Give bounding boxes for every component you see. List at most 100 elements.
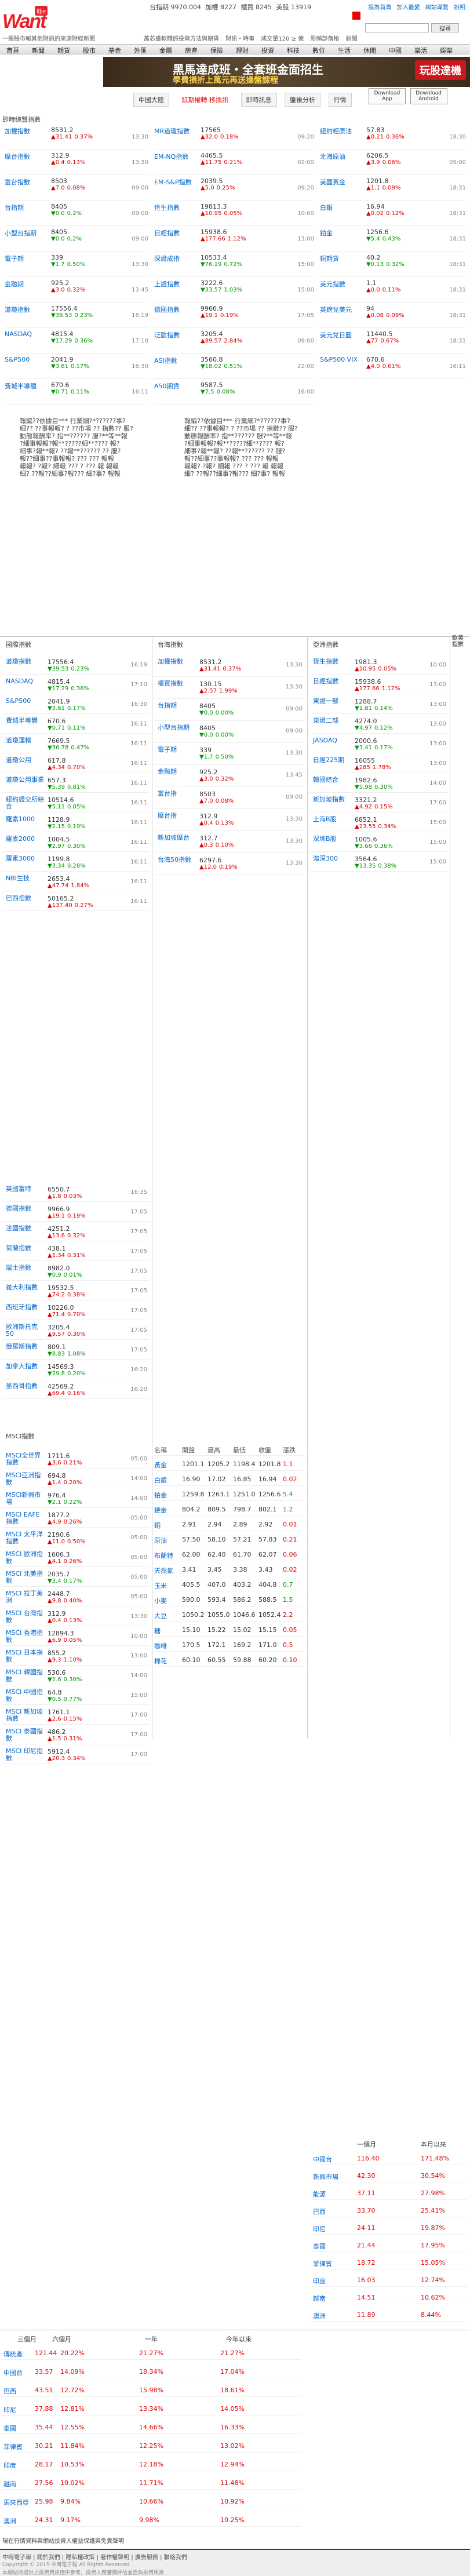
nav-item[interactable]: 新聞 [32, 47, 45, 54]
quote-name[interactable]: 費城半導體 [5, 382, 37, 390]
index-name[interactable]: 紐約證交所綜合 [6, 796, 44, 810]
ticker-item[interactable]: 加權 8227 [205, 3, 236, 11]
panel-tab[interactable]: 即時訊息 [241, 93, 277, 107]
quote-row[interactable]: 銅期貨 40.2 ▼0.13 0.32% 18:31 [320, 252, 466, 277]
index-row[interactable]: 東證二部 4274.0 ▼4.97 0.12% 13:00 [309, 714, 449, 734]
quote-name[interactable]: S&P500 [5, 356, 30, 363]
rank-cell[interactable]: 傳統產 [3, 2351, 23, 2358]
index-name[interactable]: 道瓊公用 [6, 756, 31, 764]
quote-row[interactable]: 白銀 16.94 ▲0.02 0.12% 18:31 [320, 201, 466, 226]
quote-row[interactable]: 紐約輕原油 57.83 ▲0.21 0.36% 18:30 [320, 124, 466, 150]
promo-banner[interactable]: 黑馬達成班・全套班金面招生 學費損折上萬元再送操盤課程 玩股達機 [103, 57, 470, 87]
nav-item[interactable]: 期貨 [57, 47, 70, 54]
index-name[interactable]: MSCI 韓國指數 [6, 1668, 43, 1683]
quote-name[interactable]: EM-NQ指數 [154, 153, 189, 161]
sub-link[interactable]: 萬芯盛軟體的投資方法與期貨 [144, 36, 219, 42]
rank-row[interactable]: 能源 37.11 27.98% [311, 2187, 467, 2200]
index-row[interactable]: 富台指 8503 ▲7.0 0.08% 09:00 [154, 787, 305, 809]
quote-name[interactable]: MR道瓊指數 [154, 127, 190, 135]
rate-row[interactable]: 黃金 1201.1 1205.2 1198.4 1201.8 1.1 [154, 1458, 305, 1471]
quote-row[interactable]: 泛歐指數 3205.4 ▲89.57 2.84% 09:00 [154, 328, 314, 354]
rank-row[interactable]: 越南 27.56 10.02% 11.71% 11.48% [0, 2477, 301, 2490]
index-row[interactable]: 道瓊公用 617.8 ▲4.34 0.70% 16:11 [2, 753, 150, 773]
index-name[interactable]: 法國指數 [6, 1225, 31, 1232]
index-row[interactable]: 滬深300 3564.6 ▼13.35 0.38% 15:00 [309, 852, 449, 872]
index-name[interactable]: MSCI 中國指數 [6, 1688, 43, 1703]
rate-row[interactable]: 糖 15.10 15.22 15.02 15.15 0.05 [154, 1624, 305, 1637]
nav-item[interactable]: 房產 [185, 47, 198, 54]
quote-name[interactable]: 電子期 [5, 255, 24, 263]
index-row[interactable]: MSCI EAFE指數 1877.2 ▲4.9 0.26% 05:00 [2, 1508, 150, 1528]
rate-cell[interactable]: 白銀 [154, 1477, 167, 1484]
rank-row[interactable]: 新興市場 42.30 30.54% [311, 2170, 467, 2183]
index-name[interactable]: 恆生指數 [313, 658, 338, 665]
index-name[interactable]: MSCI 日本指數 [6, 1649, 43, 1663]
index-name[interactable]: 金融期 [158, 768, 177, 775]
rank-row[interactable]: 泰國 35.44 12.55% 14.66% 16.33% [0, 2421, 301, 2434]
rank-cell[interactable]: 菲律賓 [313, 2260, 332, 2268]
sub-link[interactable]: 新聞 [345, 36, 358, 42]
index-name[interactable]: MSCI 泰國指數 [6, 1728, 43, 1742]
top-link[interactable]: 說明 [454, 5, 465, 11]
rank-row[interactable]: 巴西 33.70 25.41% [311, 2205, 467, 2217]
index-row[interactable]: MSCI 中國指數 64.8 ▼0.5 0.77% 15:00 [2, 1685, 150, 1705]
index-row[interactable]: NASDAQ 4815.4 ▼17.29 0.36% 17:10 [2, 675, 150, 694]
index-row[interactable]: 櫃買指數 130.15 ▲2.57 1.99% 13:30 [154, 677, 305, 699]
index-name[interactable]: 歐洲斯托克50 [6, 1323, 38, 1338]
quote-name[interactable]: 德國指數 [154, 306, 180, 314]
quote-row[interactable]: NASDAQ 4815.4 ▼17.29 0.36% 17:10 [5, 328, 148, 354]
rank-cell[interactable]: 巴西 [3, 2388, 16, 2395]
index-name[interactable]: 新加坡指數 [313, 796, 345, 803]
index-row[interactable]: MSCI 韓國指數 530.6 ▼1.6 0.30% 14:00 [2, 1666, 150, 1685]
nav-item[interactable]: 數位 [312, 47, 325, 54]
index-name[interactable]: 義大利指數 [6, 1284, 38, 1291]
quote-row[interactable]: 鉑金 1256.6 ▼5.4 0.43% 18:31 [320, 226, 466, 252]
nav-item[interactable]: 基金 [108, 47, 121, 54]
quote-row[interactable]: A50期貨 9587.5 ▼7.5 0.08% 16:00 [154, 379, 314, 405]
rank-row[interactable]: 印尼 37.88 12.81% 13.34% 14.05% [0, 2403, 301, 2415]
quote-row[interactable]: 加權指數 8531.2 ▲31.41 0.37% 13:30 [5, 124, 148, 150]
index-row[interactable]: 巴西指數 50165.2 ▲137.40 0.27% 16:11 [2, 891, 150, 911]
rate-cell[interactable]: 糖 [154, 1627, 161, 1635]
rate-row[interactable]: 大豆 1050.2 1055.0 1046.6 1052.4 2.2 [154, 1609, 305, 1622]
quote-row[interactable]: 深證成指 10533.4 ▼76.19 0.72% 15:00 [154, 252, 314, 277]
index-row[interactable]: 義大利指數 19532.5 ▲74.2 0.38% 17:05 [2, 1281, 150, 1300]
quote-row[interactable]: 富台指數 8503 ▲7.0 0.08% 09:00 [5, 175, 148, 201]
quote-name[interactable]: 深證成指 [154, 255, 180, 263]
index-row[interactable]: 日經225期 16055 ▲285 1.78% 13:00 [309, 753, 449, 773]
rank-row[interactable]: 菲律賓 18.72 15.05% [311, 2257, 467, 2269]
nav-item[interactable]: 外匯 [134, 47, 147, 54]
rate-cell[interactable]: 鈀金 [154, 1507, 167, 1514]
index-name[interactable]: 瑞士指數 [6, 1264, 31, 1271]
footer-links[interactable]: 中時電子報 | 關於我們 | 隱私權政策 | 著作權聲明 | 廣告服務 | 聯絡… [2, 2555, 187, 2561]
nav-item[interactable]: 保險 [210, 47, 223, 54]
index-name[interactable]: 巴西指數 [6, 894, 31, 902]
rank-cell[interactable]: 新興市場 [313, 2173, 338, 2181]
rank-row[interactable]: 越南 14.51 10.62% [311, 2291, 467, 2304]
quote-name[interactable]: 美國黃金 [320, 178, 345, 186]
index-name[interactable]: MSCI亞洲指數 [6, 1471, 41, 1486]
index-row[interactable]: MSCI新興市場 976.4 ▼2.1 0.22% 14:00 [2, 1488, 150, 1508]
nav-item[interactable]: 休閒 [363, 47, 376, 54]
quote-name[interactable]: 白銀 [320, 204, 333, 212]
quote-name[interactable]: 上證指數 [154, 280, 180, 288]
top-link[interactable]: 設為首頁 [368, 5, 392, 11]
index-name[interactable]: 墨西哥指數 [6, 1382, 38, 1390]
quote-name[interactable]: 英鎊兌美元 [320, 306, 352, 314]
index-row[interactable]: JASDAQ 2000.6 ▼3.41 0.17% 13:00 [309, 734, 449, 753]
quote-name[interactable]: ASI指數 [154, 357, 177, 365]
quote-row[interactable]: 英鎊兌美元 94 ▲0.08 0.09% 18:31 [320, 303, 466, 328]
panel-tab[interactable]: 行情 [328, 93, 352, 107]
index-name[interactable]: 東證一部 [313, 697, 338, 705]
index-row[interactable]: MSCI亞洲指數 694.8 ▲1.4 0.20% 14:00 [2, 1469, 150, 1488]
quote-name[interactable]: 金融期 [5, 280, 24, 288]
index-name[interactable]: NASDAQ [6, 677, 34, 685]
index-row[interactable]: MSCI 泰國指數 486.2 ▲1.5 0.31% 17:00 [2, 1725, 150, 1744]
index-name[interactable]: 深圳B股 [313, 835, 337, 843]
nav-item[interactable]: 首頁 [6, 47, 19, 54]
sub-link[interactable]: 影頻部落格 [310, 36, 340, 42]
index-row[interactable]: MSCI 拉丁美洲 2448.7 ▲9.8 0.40% 05:00 [2, 1587, 150, 1606]
rate-cell[interactable]: 原油 [154, 1537, 167, 1544]
app-download-ios[interactable]: Download App [369, 88, 406, 104]
search-button[interactable]: 搜尋 [431, 23, 459, 32]
